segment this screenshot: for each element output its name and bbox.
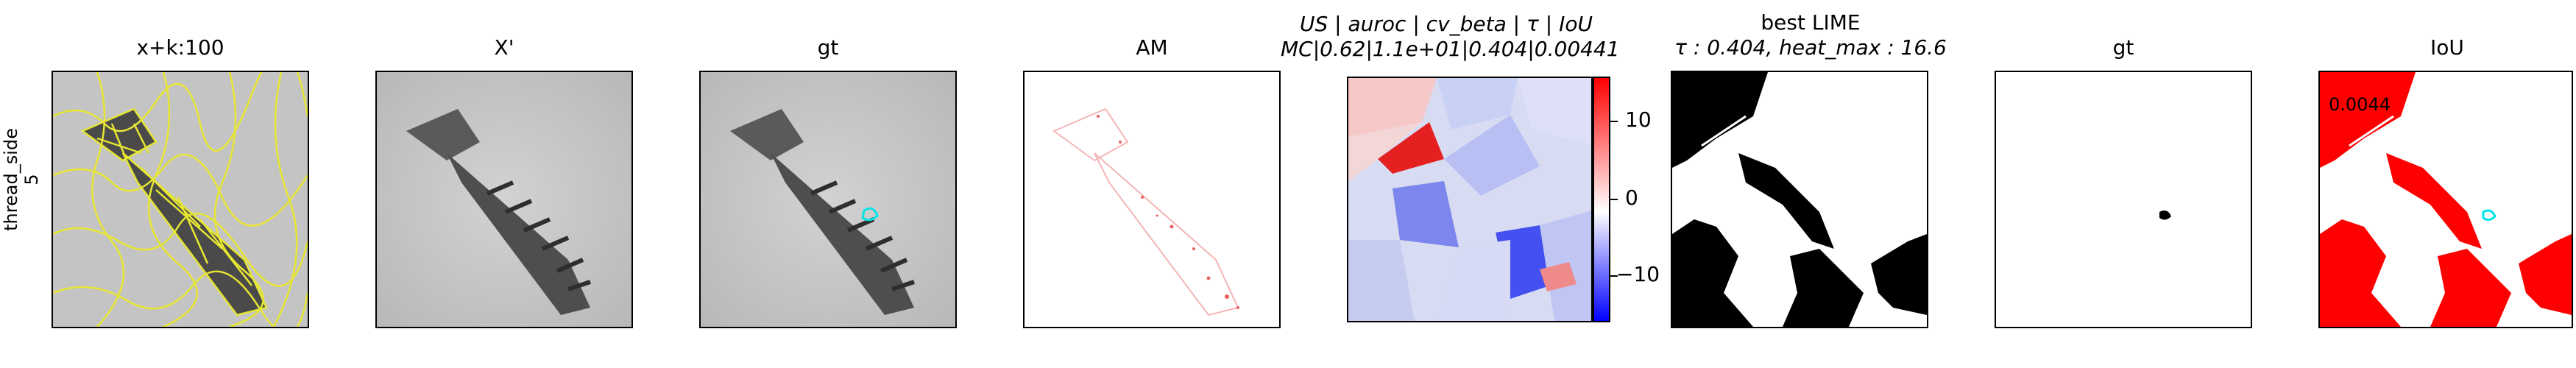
row-label-line1: thread_side — [1, 128, 21, 231]
panel-4-title: AM — [1136, 35, 1168, 60]
colorbar-tick-10 — [1610, 121, 1618, 122]
lime-heatmap-image — [1348, 78, 1591, 321]
best-lime-mask-image — [1672, 72, 1927, 327]
panel-7-title: gt — [2112, 35, 2134, 60]
gt-mask-image — [1996, 72, 2251, 327]
gt-contour — [861, 207, 879, 222]
colorbar — [1593, 77, 1610, 322]
colorbar-label-10: 10 — [1625, 107, 1652, 132]
panel-5-title-line1: US | auroc | cv_beta | τ | IoU — [1300, 12, 1593, 36]
panel-1-title: x+k:100 — [136, 35, 224, 60]
panel-3-title: gt — [817, 35, 839, 60]
panel-6-title-line1: best LIME — [1761, 10, 1861, 35]
panel-2-image — [375, 71, 633, 328]
colorbar-label-neg10: −10 — [1616, 262, 1660, 286]
panel-8-title: IoU — [2430, 35, 2464, 60]
panel-7-image — [1995, 71, 2252, 328]
screw-image — [377, 72, 631, 327]
panel-1-image — [52, 71, 309, 328]
panel-5-image — [1347, 77, 1593, 322]
colorbar-tick-neg10 — [1610, 275, 1618, 277]
panel-3-image — [699, 71, 957, 328]
panel-2-title: X' — [494, 35, 514, 60]
row-label-line2: 5 — [21, 174, 42, 185]
colorbar-label-0: 0 — [1625, 185, 1638, 210]
iou-overlay-image — [2320, 72, 2572, 327]
panel-6-title-line2: τ : 0.404, heat_max : 16.6 — [1674, 35, 1947, 60]
iou-value-overlay: 0.0044 — [2329, 94, 2391, 115]
superpixel-overlay-image — [53, 72, 308, 327]
colorbar-tick-0 — [1610, 199, 1618, 200]
panel-4-image — [1023, 71, 1281, 328]
panel-8-image — [2318, 71, 2573, 328]
anomaly-map-image — [1025, 72, 1279, 327]
panel-6-image — [1671, 71, 1928, 328]
screw-gt-image — [701, 72, 955, 327]
panel-5-title-line2: MC|0.62|1.1e+01|0.404|0.00441 — [1281, 37, 1620, 61]
